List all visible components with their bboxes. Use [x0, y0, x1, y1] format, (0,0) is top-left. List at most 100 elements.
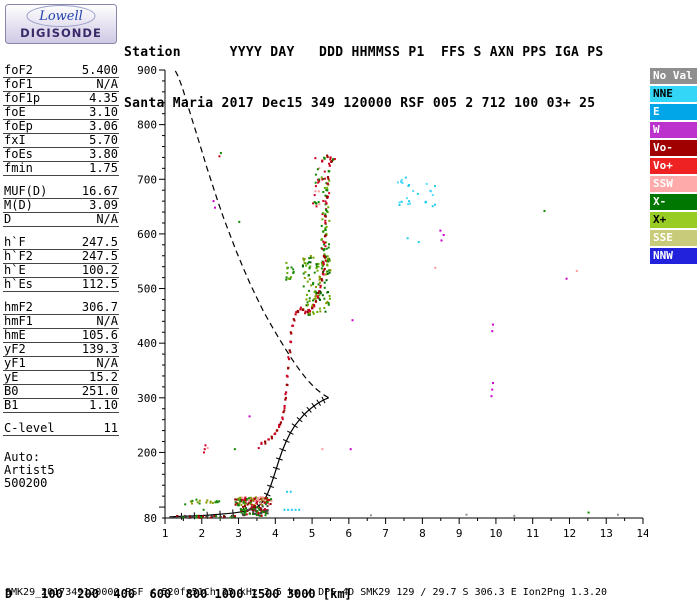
- noise-point: [248, 415, 251, 418]
- profile-tick: [301, 411, 308, 417]
- echo-point: [318, 278, 321, 281]
- param-value: 15.2: [89, 370, 118, 384]
- legend-item-x-: X-: [650, 194, 697, 210]
- echo-point: [306, 262, 309, 265]
- echo-point: [234, 502, 237, 505]
- status-line: SMK29_2017349120000.RSF / 520fx51Ch 25 k…: [5, 587, 608, 598]
- echo-point: [264, 503, 267, 506]
- echo-point: [325, 202, 328, 205]
- echo-point: [302, 257, 305, 260]
- param-row-yf1: yF1 N/A: [3, 357, 119, 371]
- param-row-d: D N/A: [3, 213, 119, 227]
- echo-point: [322, 249, 325, 252]
- noise-point: [321, 448, 324, 451]
- legend-item-e: E: [650, 104, 697, 120]
- echo-point: [317, 265, 320, 268]
- param-row-foes: foEs 3.80: [3, 148, 119, 162]
- echo-point: [259, 512, 262, 515]
- echo-point: [292, 318, 295, 321]
- echo-point: [262, 509, 265, 512]
- echo-point: [249, 503, 252, 506]
- echo-point: [192, 516, 195, 519]
- param-label: M(D): [4, 198, 33, 212]
- echo-point: [246, 503, 249, 506]
- echo-point: [312, 312, 315, 315]
- echo-point: [249, 501, 252, 504]
- echo-point: [264, 509, 267, 512]
- param-row-b0: B0 251.0: [3, 385, 119, 399]
- param-value: 3.10: [89, 105, 118, 119]
- echo-point: [251, 513, 254, 516]
- legend-item-vo-: Vo-: [650, 140, 697, 156]
- y-axis-tick-label: 400: [137, 337, 157, 350]
- echo-point: [252, 508, 255, 511]
- echo-point: [328, 179, 331, 182]
- noise-point: [233, 448, 236, 451]
- echo-point: [249, 496, 252, 499]
- noise-point: [587, 511, 590, 514]
- echo-point: [302, 285, 305, 288]
- echo-point: [284, 393, 287, 396]
- echo-point: [244, 502, 247, 505]
- echo-point: [318, 178, 321, 181]
- echo-point: [236, 504, 239, 507]
- echo-point: [322, 254, 326, 257]
- noise-point: [184, 503, 187, 506]
- echo-point: [294, 313, 297, 316]
- echo-point: [326, 300, 329, 303]
- echo-point: [251, 503, 254, 506]
- echo-point: [317, 292, 320, 295]
- param-row-md: M(D) 3.09: [3, 199, 119, 213]
- param-label: hmF2: [4, 300, 33, 314]
- echo-point: [326, 182, 329, 185]
- param-value: 5.400: [81, 63, 118, 77]
- echo-point: [404, 176, 407, 179]
- echo-point: [244, 511, 247, 514]
- noise-point: [351, 319, 354, 322]
- echo-point: [238, 501, 241, 504]
- echo-point: [314, 190, 317, 193]
- y-axis-tick-label: 200: [137, 446, 157, 459]
- echo-point: [283, 409, 286, 412]
- legend-item-vo+: Vo+: [650, 158, 697, 174]
- echo-point: [285, 276, 288, 279]
- echo-point: [328, 170, 331, 173]
- x-axis-tick-label: 8: [419, 527, 426, 540]
- noise-point: [434, 266, 437, 269]
- y-axis-tick-label: 300: [137, 392, 157, 405]
- echo-point: [270, 435, 273, 438]
- x-axis-tick-label: 3: [235, 527, 242, 540]
- profile-tick: [263, 492, 271, 497]
- echo-point: [266, 509, 269, 512]
- echo-point: [308, 278, 311, 281]
- echo-point: [321, 159, 324, 162]
- echo-point: [266, 498, 269, 501]
- echo-point: [285, 374, 288, 377]
- legend-item-x+: X+: [650, 212, 697, 228]
- echo-point: [424, 201, 427, 204]
- echo-point: [189, 515, 192, 518]
- echo-point: [195, 516, 198, 519]
- echo-point: [312, 299, 315, 302]
- echo-point: [323, 281, 326, 284]
- echo-point: [245, 513, 248, 516]
- logo-orbit-ellipse: [26, 5, 96, 27]
- echo-point: [185, 515, 188, 518]
- echo-point: [266, 512, 269, 515]
- echo-point: [261, 498, 264, 501]
- echo-point: [281, 418, 284, 421]
- profile-tick: [269, 476, 277, 480]
- echo-point: [254, 503, 257, 506]
- param-row-foe: foE 3.10: [3, 106, 119, 120]
- echo-point: [304, 271, 307, 274]
- echo-point: [308, 261, 311, 264]
- echo-point: [206, 499, 209, 502]
- echo-point: [323, 214, 326, 217]
- param-row-hf2: h`F2 247.5: [3, 250, 119, 264]
- echo-point: [331, 159, 334, 162]
- param-row-fxi: fxI 5.70: [3, 134, 119, 148]
- param-row-fof1: foF1 N/A: [3, 78, 119, 92]
- echo-point: [324, 222, 327, 225]
- param-label: foE: [4, 105, 26, 119]
- muf-table-distance-row: D 100 200 400 600 800 1000 1500 3000 [km…: [5, 587, 352, 600]
